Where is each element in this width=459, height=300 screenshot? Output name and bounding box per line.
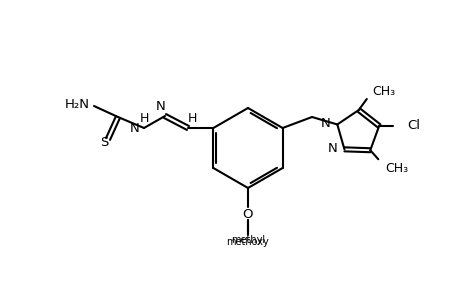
Text: S: S (100, 136, 108, 148)
Text: CH₃: CH₃ (371, 85, 394, 98)
Text: H: H (139, 112, 148, 125)
Text: N: N (320, 117, 330, 130)
Text: Cl: Cl (406, 119, 419, 132)
Text: methyl: methyl (230, 235, 264, 245)
Text: methoxy: methoxy (226, 237, 269, 247)
Text: O: O (242, 208, 253, 220)
Text: N: N (327, 142, 337, 155)
Text: H₂N: H₂N (64, 98, 90, 112)
Text: CH₃: CH₃ (385, 162, 408, 175)
Text: N: N (156, 100, 166, 113)
Text: N: N (130, 122, 140, 136)
Text: H: H (187, 112, 196, 125)
